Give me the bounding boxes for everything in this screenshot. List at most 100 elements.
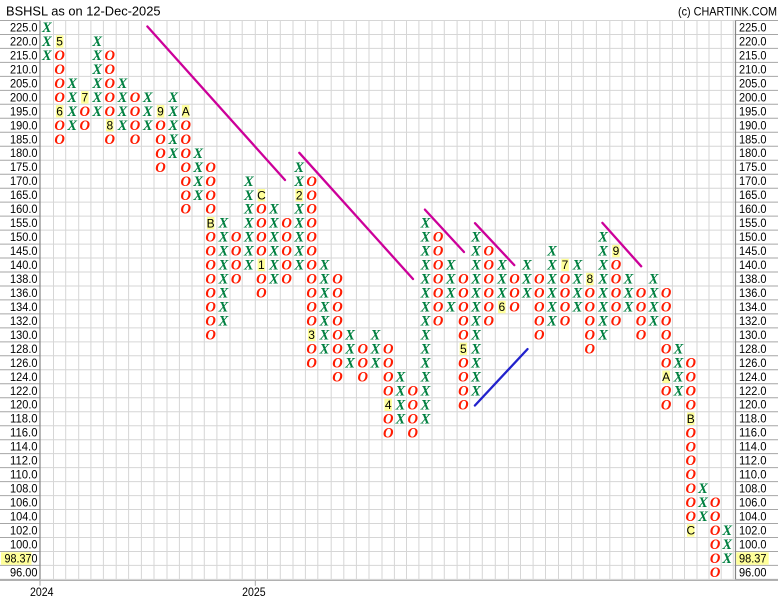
svg-text:X: X bbox=[142, 118, 153, 134]
svg-text:X: X bbox=[218, 286, 229, 302]
svg-text:138.0: 138.0 bbox=[10, 272, 38, 286]
svg-text:X: X bbox=[268, 230, 279, 246]
svg-text:136.0: 136.0 bbox=[739, 286, 767, 300]
svg-text:O: O bbox=[458, 355, 469, 371]
svg-text:O: O bbox=[130, 90, 141, 106]
svg-text:X: X bbox=[572, 258, 583, 274]
svg-text:O: O bbox=[306, 342, 317, 358]
svg-text:X: X bbox=[597, 286, 608, 302]
svg-text:O: O bbox=[710, 551, 721, 567]
svg-text:X: X bbox=[319, 258, 330, 274]
svg-text:O: O bbox=[332, 286, 343, 302]
svg-text:O: O bbox=[484, 258, 495, 274]
svg-text:O: O bbox=[54, 132, 65, 148]
svg-text:O: O bbox=[686, 397, 697, 413]
svg-text:102.0: 102.0 bbox=[739, 524, 767, 538]
svg-text:108.0: 108.0 bbox=[10, 482, 38, 496]
svg-text:O: O bbox=[383, 383, 394, 399]
svg-text:O: O bbox=[105, 90, 116, 106]
svg-text:215.0: 215.0 bbox=[739, 48, 767, 62]
svg-text:9: 9 bbox=[157, 105, 164, 119]
svg-text:O: O bbox=[332, 342, 343, 358]
svg-text:155.0: 155.0 bbox=[739, 216, 767, 230]
svg-text:170.0: 170.0 bbox=[10, 174, 38, 188]
svg-text:X: X bbox=[697, 495, 708, 511]
svg-text:O: O bbox=[534, 286, 545, 302]
svg-text:O: O bbox=[534, 300, 545, 316]
svg-text:134.0: 134.0 bbox=[739, 300, 767, 314]
svg-text:175.0: 175.0 bbox=[739, 160, 767, 174]
svg-text:O: O bbox=[585, 286, 596, 302]
svg-text:X: X bbox=[319, 272, 330, 288]
svg-text:X: X bbox=[470, 328, 481, 344]
svg-text:O: O bbox=[585, 300, 596, 316]
svg-text:X: X bbox=[91, 48, 102, 64]
svg-text:O: O bbox=[332, 355, 343, 371]
svg-text:X: X bbox=[420, 230, 431, 246]
svg-text:205.0: 205.0 bbox=[739, 76, 767, 90]
svg-text:O: O bbox=[205, 300, 216, 316]
svg-text:O: O bbox=[130, 104, 141, 120]
svg-text:O: O bbox=[80, 104, 91, 120]
svg-text:X: X bbox=[697, 481, 708, 497]
svg-text:X: X bbox=[344, 355, 355, 371]
svg-text:210.0: 210.0 bbox=[10, 62, 38, 76]
svg-text:X: X bbox=[66, 118, 77, 134]
svg-text:7: 7 bbox=[81, 91, 88, 105]
svg-text:O: O bbox=[306, 300, 317, 316]
svg-text:O: O bbox=[458, 286, 469, 302]
svg-text:X: X bbox=[167, 146, 178, 162]
svg-text:225.0: 225.0 bbox=[739, 21, 767, 35]
svg-text:8: 8 bbox=[586, 272, 593, 286]
svg-text:X: X bbox=[117, 76, 128, 92]
svg-text:O: O bbox=[686, 509, 697, 525]
svg-text:O: O bbox=[433, 272, 444, 288]
svg-text:O: O bbox=[560, 314, 571, 330]
svg-text:O: O bbox=[484, 286, 495, 302]
svg-text:O: O bbox=[686, 467, 697, 483]
svg-text:O: O bbox=[433, 258, 444, 274]
svg-text:O: O bbox=[383, 411, 394, 427]
svg-text:O: O bbox=[458, 383, 469, 399]
svg-text:102.0: 102.0 bbox=[10, 524, 38, 538]
svg-text:O: O bbox=[611, 272, 622, 288]
svg-text:X: X bbox=[673, 355, 684, 371]
svg-text:145.0: 145.0 bbox=[739, 244, 767, 258]
svg-text:116.0: 116.0 bbox=[739, 426, 767, 440]
svg-text:X: X bbox=[445, 272, 456, 288]
svg-text:X: X bbox=[243, 230, 254, 246]
svg-text:O: O bbox=[256, 286, 267, 302]
svg-text:X: X bbox=[420, 286, 431, 302]
svg-text:X: X bbox=[218, 258, 229, 274]
svg-text:200.0: 200.0 bbox=[10, 90, 38, 104]
svg-text:O: O bbox=[205, 328, 216, 344]
svg-text:X: X bbox=[117, 118, 128, 134]
svg-text:O: O bbox=[585, 328, 596, 344]
svg-text:O: O bbox=[205, 174, 216, 190]
svg-text:195.0: 195.0 bbox=[10, 104, 38, 118]
svg-text:124.0: 124.0 bbox=[739, 370, 767, 384]
svg-text:O: O bbox=[407, 397, 418, 413]
svg-text:2025: 2025 bbox=[242, 585, 266, 599]
svg-text:O: O bbox=[458, 397, 469, 413]
svg-text:122.0: 122.0 bbox=[10, 384, 38, 398]
svg-text:2024: 2024 bbox=[30, 585, 54, 599]
svg-text:200.0: 200.0 bbox=[739, 90, 767, 104]
svg-text:(c) CHARTINK.COM: (c) CHARTINK.COM bbox=[678, 5, 777, 19]
svg-text:X: X bbox=[597, 328, 608, 344]
svg-text:185.0: 185.0 bbox=[739, 132, 767, 146]
svg-text:O: O bbox=[534, 272, 545, 288]
svg-text:X: X bbox=[420, 314, 431, 330]
svg-text:114.0: 114.0 bbox=[10, 440, 38, 454]
svg-text:O: O bbox=[105, 104, 116, 120]
svg-text:O: O bbox=[281, 272, 292, 288]
svg-text:O: O bbox=[585, 342, 596, 358]
svg-text:O: O bbox=[306, 188, 317, 204]
svg-text:X: X bbox=[117, 90, 128, 106]
svg-text:O: O bbox=[281, 258, 292, 274]
svg-text:O: O bbox=[458, 314, 469, 330]
svg-text:X: X bbox=[344, 342, 355, 358]
svg-text:X: X bbox=[117, 104, 128, 120]
svg-text:X: X bbox=[572, 286, 583, 302]
svg-text:X: X bbox=[167, 90, 178, 106]
